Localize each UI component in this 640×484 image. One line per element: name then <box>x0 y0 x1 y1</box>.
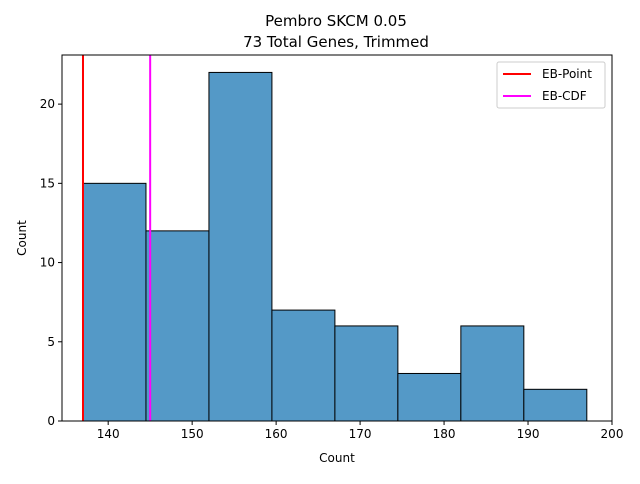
y-tick-label: 10 <box>40 256 55 270</box>
x-tick-label: 160 <box>265 427 288 441</box>
reference-lines-group <box>81 55 152 421</box>
x-tick-label: 200 <box>601 427 624 441</box>
histogram-bar <box>523 388 588 422</box>
y-tick-label: 0 <box>47 414 55 428</box>
legend: EB-Point EB-CDF <box>496 61 606 109</box>
histogram-bar <box>397 372 462 422</box>
histogram-bar <box>208 71 273 422</box>
x-axis-label: Count <box>319 451 355 465</box>
y-axis-ticks: 0 5 10 15 20 <box>40 97 62 428</box>
y-tick-label: 20 <box>40 97 55 111</box>
y-axis-label: Count <box>15 220 29 256</box>
histogram-bar <box>82 182 147 422</box>
bars-group <box>82 71 588 422</box>
chart-title-line2: 73 Total Genes, Trimmed <box>243 33 429 51</box>
y-tick-label: 15 <box>40 176 55 190</box>
histogram-bar <box>460 325 525 422</box>
x-tick-label: 190 <box>517 427 540 441</box>
x-tick-label: 180 <box>433 427 456 441</box>
x-tick-label: 150 <box>181 427 204 441</box>
x-tick-label: 140 <box>97 427 120 441</box>
plot-frame <box>61 54 613 422</box>
y-tick-label: 5 <box>47 335 55 349</box>
histogram-bar <box>145 230 210 422</box>
histogram-bar <box>271 309 336 422</box>
x-tick-label: 170 <box>349 427 372 441</box>
legend-label-eb-point: EB-Point <box>542 67 592 81</box>
histogram-bar <box>334 325 399 422</box>
legend-label-eb-cdf: EB-CDF <box>542 89 587 103</box>
x-axis-ticks: 140 150 160 170 180 190 200 <box>97 421 624 441</box>
chart-title-line1: Pembro SKCM 0.05 <box>265 12 407 30</box>
